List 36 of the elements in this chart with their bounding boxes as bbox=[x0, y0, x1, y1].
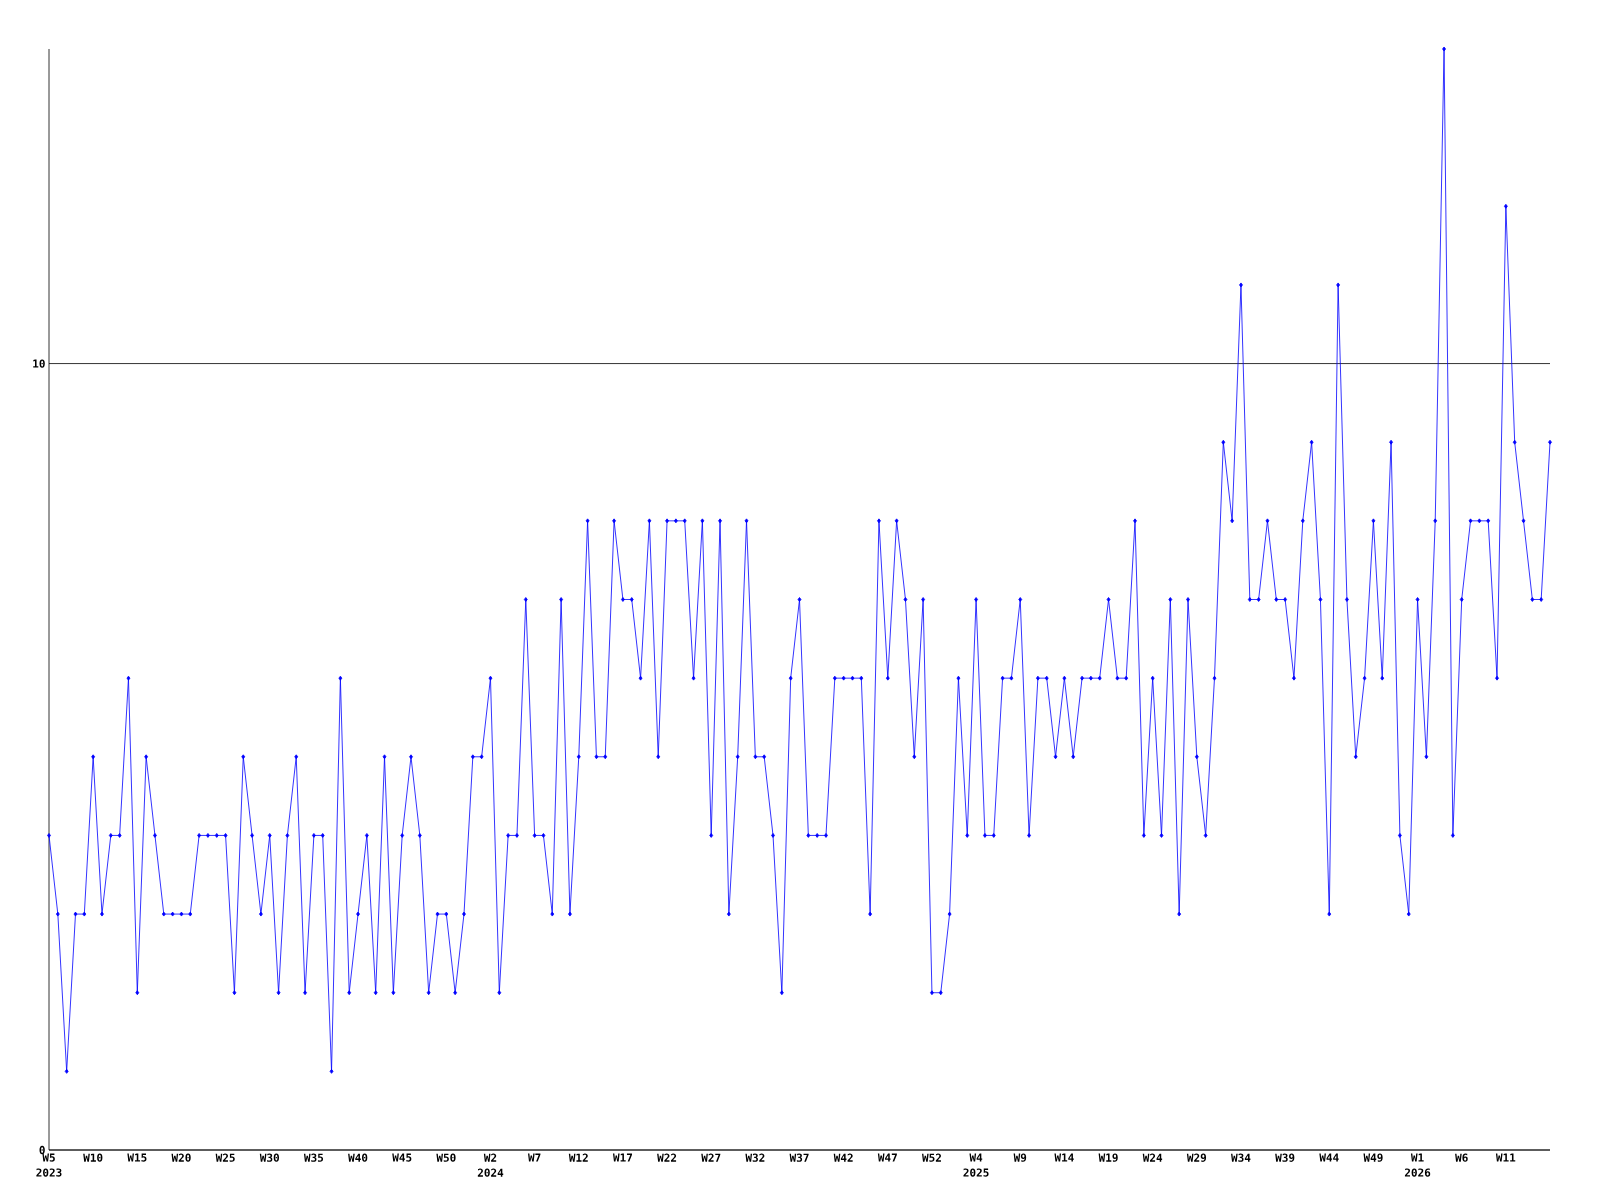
x-tick-label: W29 bbox=[1186, 1153, 1207, 1162]
x-tick-label: W25 bbox=[215, 1153, 235, 1162]
x-tick-label: W42 bbox=[833, 1153, 853, 1162]
x-tick-label: W50 bbox=[436, 1153, 456, 1162]
x-tick-label: W37 bbox=[789, 1153, 809, 1162]
x-tick-label: W30 bbox=[259, 1153, 280, 1162]
x-tick-label: W15 bbox=[127, 1153, 147, 1162]
x-tick-label: W47 bbox=[877, 1153, 897, 1162]
x-tick-label: W24 bbox=[1142, 1153, 1163, 1162]
x-tick-label: W44 bbox=[1319, 1153, 1339, 1162]
x-tick-label: W35 bbox=[303, 1153, 324, 1162]
x-tick-label: W27 bbox=[701, 1153, 721, 1162]
x-tick-label: W11 bbox=[1495, 1153, 1516, 1162]
x-tick-label: W7 bbox=[528, 1153, 541, 1162]
x-tick-label: W6 bbox=[1455, 1153, 1468, 1162]
x-tick-label: W10 bbox=[83, 1153, 103, 1162]
x-tick-label: W14 bbox=[1054, 1153, 1074, 1162]
y-tick-label: 0 bbox=[39, 1145, 45, 1155]
x-tick-label: W45 bbox=[392, 1153, 412, 1162]
x-tick-label: W4 2025 bbox=[963, 1153, 989, 1177]
x-tick-label: W12 bbox=[568, 1153, 588, 1162]
x-tick-label: W19 bbox=[1098, 1153, 1118, 1162]
x-tick-label: W34 bbox=[1231, 1153, 1251, 1162]
x-tick-label: W2 2024 bbox=[477, 1153, 504, 1177]
x-tick-label: W52 bbox=[922, 1153, 941, 1162]
x-tick-label: W1 2026 bbox=[1404, 1153, 1431, 1177]
x-tick-label: W40 bbox=[348, 1153, 368, 1162]
x-tick-label: W17 bbox=[612, 1153, 633, 1162]
x-tick-label: W9 bbox=[1013, 1153, 1027, 1162]
y-tick-label: 10 bbox=[33, 359, 45, 368]
x-tick-label: W49 bbox=[1363, 1153, 1383, 1162]
x-tick-label: W20 bbox=[171, 1153, 191, 1162]
x-tick-label: W39 bbox=[1275, 1153, 1295, 1162]
x-tick-label: W5 2023 bbox=[36, 1153, 62, 1177]
x-tick-label: W32 bbox=[745, 1153, 765, 1162]
x-tick-label: W22 bbox=[657, 1153, 677, 1162]
